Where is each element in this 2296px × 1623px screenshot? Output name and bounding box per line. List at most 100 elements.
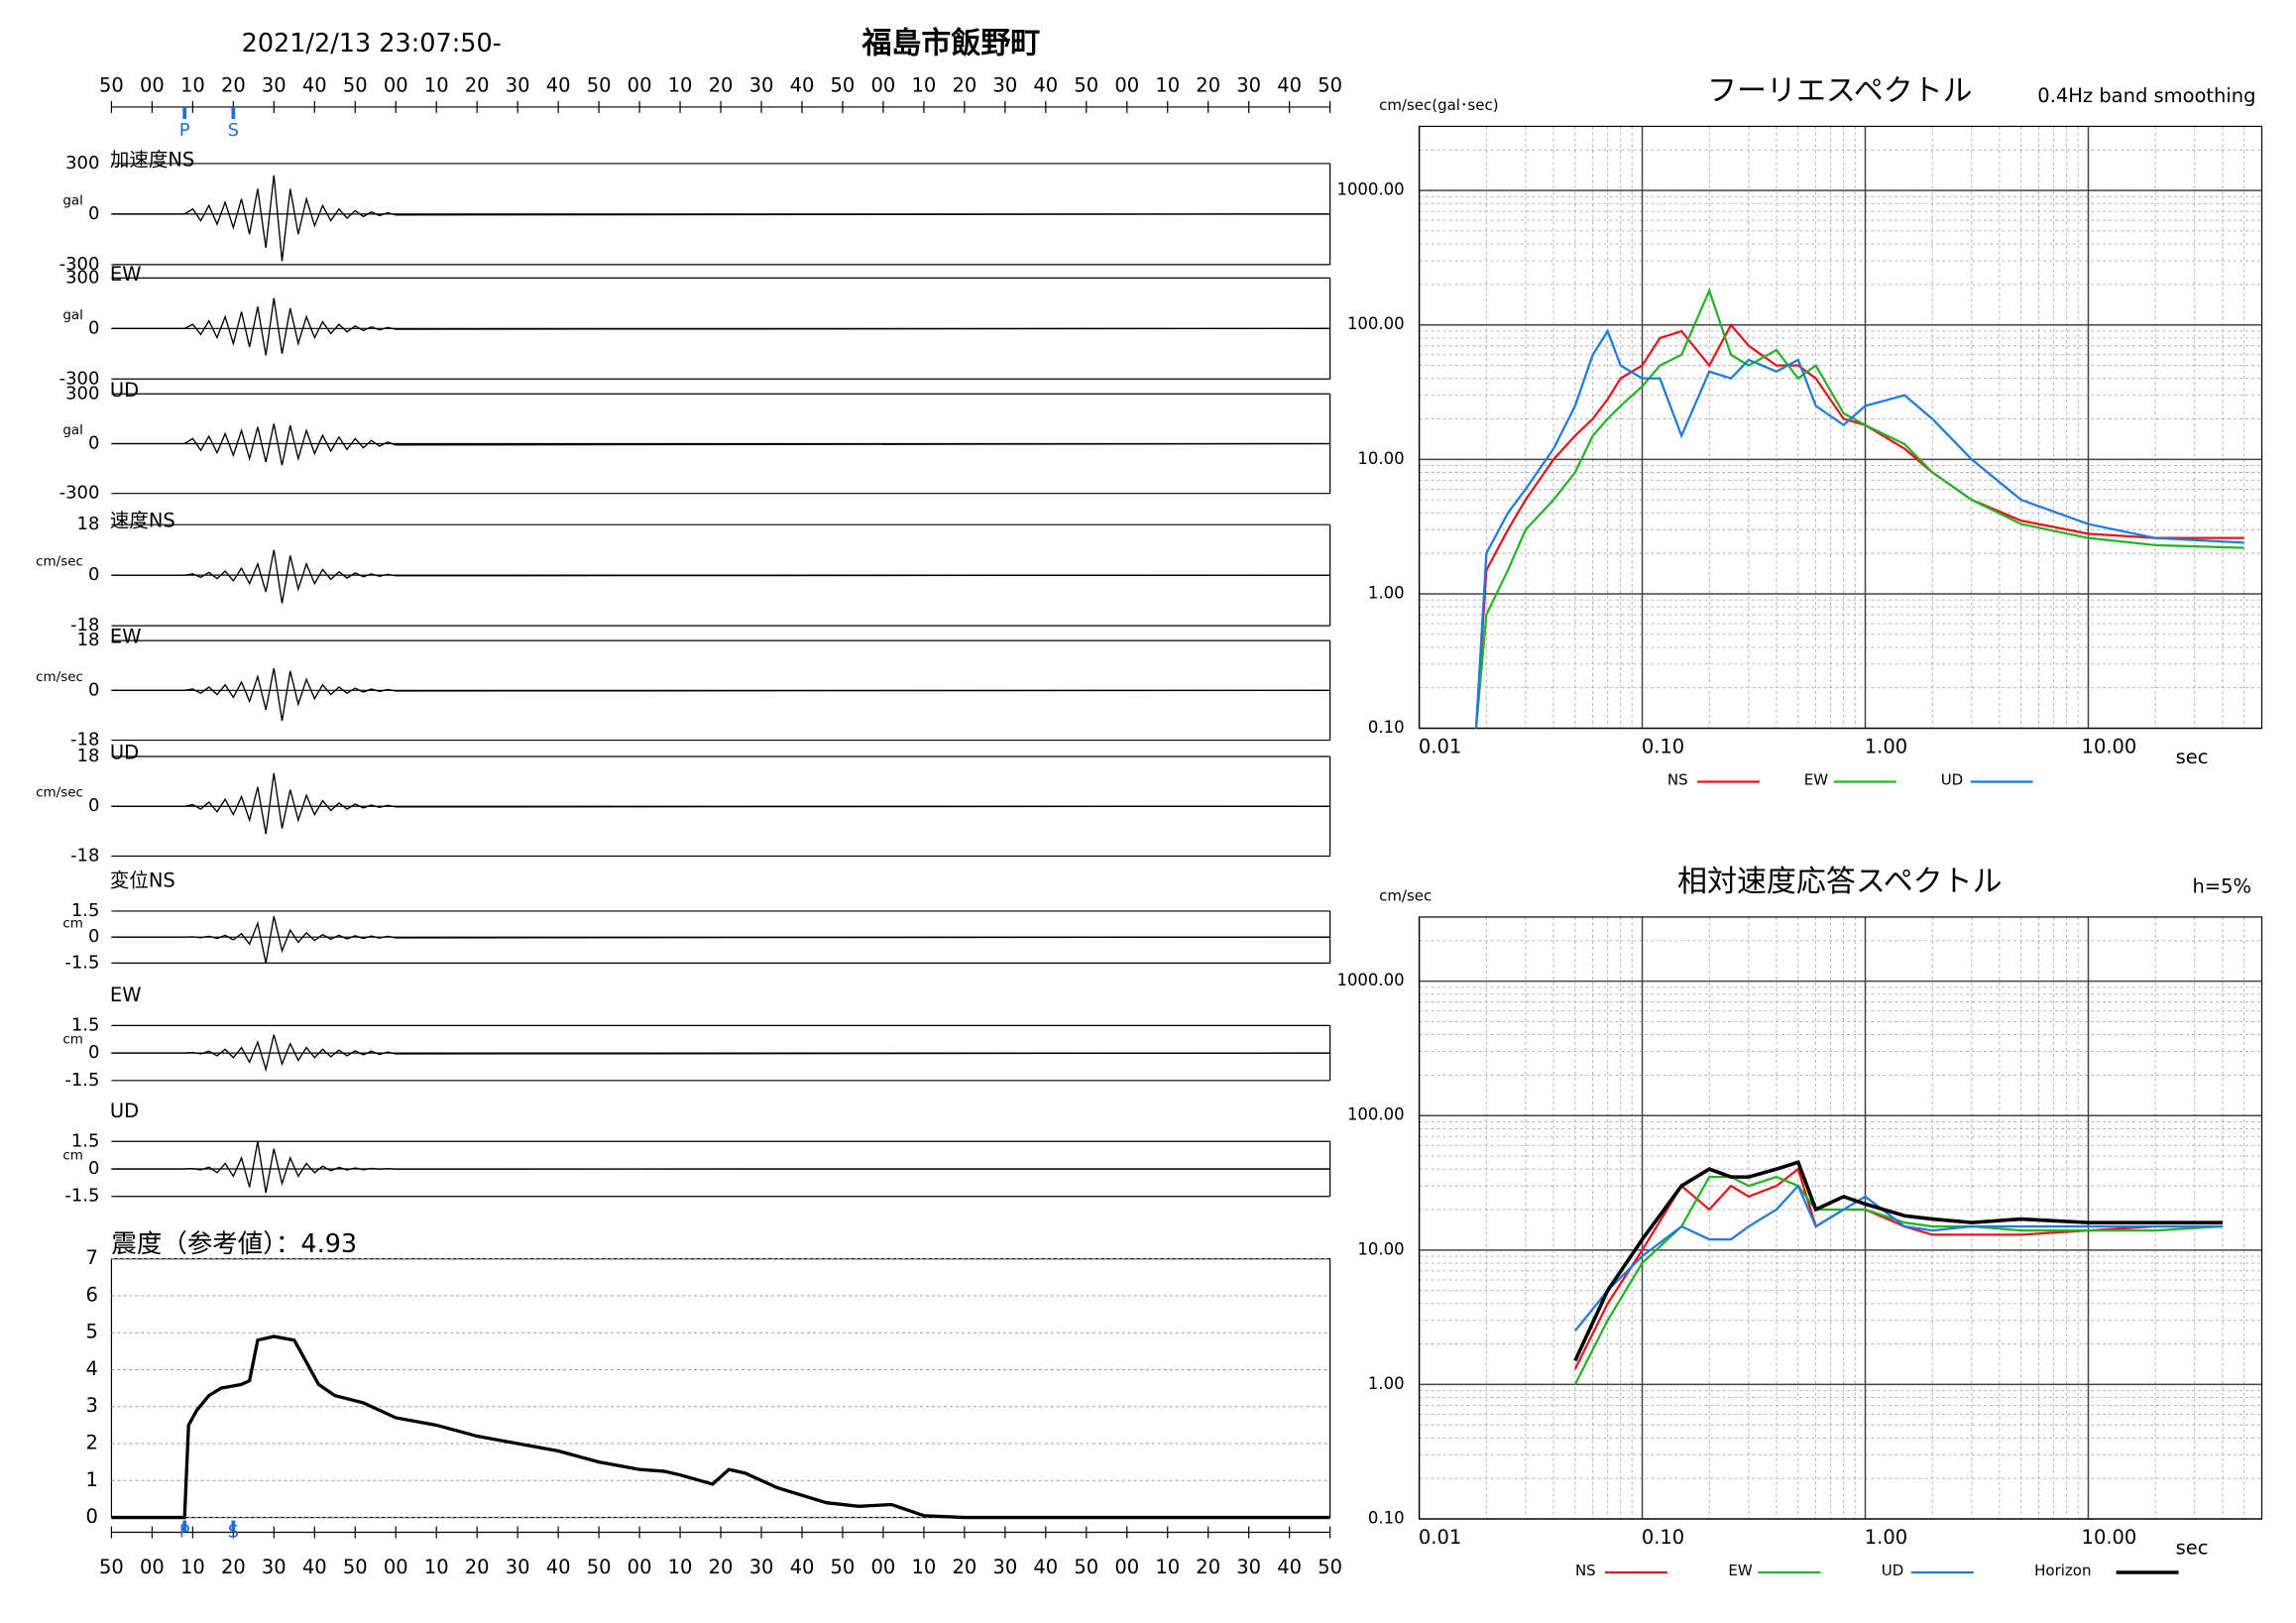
station-name: 福島市飯野町 <box>861 27 1040 61</box>
response-title: 相対速度応答スペクトル <box>1677 865 2003 899</box>
legend-label: NS <box>1575 1562 1596 1579</box>
x-tick-label: 50 <box>343 73 368 96</box>
x-tick-label: 20 <box>952 1556 976 1578</box>
y-tick-label: -300 <box>59 254 100 275</box>
x-tick-label: 00 <box>628 73 652 96</box>
unit-label: cm/sec <box>36 785 83 801</box>
unit-label: cm <box>62 916 83 932</box>
waveform-trace <box>111 549 1330 604</box>
legend-label: EW <box>1728 1562 1752 1579</box>
y-tick-label: 1.5 <box>71 1014 100 1035</box>
x-tick-label: 40 <box>1277 73 1302 96</box>
x-tick-label: 0.01 <box>1419 1526 1461 1549</box>
y-tick-label: 18 <box>77 514 100 534</box>
x-tick-label: 10 <box>1155 73 1180 96</box>
unit-label: gal <box>62 307 83 323</box>
fourier-x-label: sec <box>2176 746 2209 768</box>
response-x-label: sec <box>2176 1537 2209 1560</box>
x-tick-label: 50 <box>587 1556 612 1578</box>
panel-label: UD <box>110 742 139 764</box>
x-tick-label: 30 <box>1236 1556 1261 1578</box>
y-tick-label: 2 <box>86 1432 98 1454</box>
x-tick-label: 30 <box>262 73 287 96</box>
x-tick-label: 40 <box>302 1556 327 1578</box>
y-tick-label: -18 <box>70 615 99 636</box>
x-tick-label: 0.01 <box>1419 736 1461 758</box>
fourier-subtitle: 0.4Hz band smoothing <box>2037 84 2255 107</box>
phase-label: P <box>179 120 190 141</box>
y-tick-label: 1.5 <box>71 1130 100 1151</box>
panel-label: EW <box>110 626 142 648</box>
unit-label: cm <box>62 1148 83 1164</box>
x-tick-label: 10 <box>424 73 449 96</box>
unit-label: gal <box>62 422 83 438</box>
x-tick-label: 00 <box>140 1556 165 1578</box>
x-tick-label: 50 <box>1318 1556 1342 1578</box>
x-tick-label: 40 <box>1033 1556 1058 1578</box>
unit-label: gal <box>62 192 83 208</box>
panel-label: 加速度NS <box>110 148 194 171</box>
waveform-trace <box>111 667 1330 722</box>
phase-label: P <box>179 1522 190 1543</box>
panel-label: EW <box>110 263 142 286</box>
fourier-title: フーリエスペクトル <box>1707 73 1973 108</box>
y-tick-label: 10.00 <box>1357 449 1404 468</box>
x-tick-label: 40 <box>546 1556 571 1578</box>
x-tick-label: 30 <box>749 73 774 96</box>
panel-label: 速度NS <box>110 510 175 532</box>
y-tick-label: 1000.00 <box>1336 971 1404 989</box>
x-tick-label: 10 <box>668 1556 693 1578</box>
fourier-unit: cm/sec(gal･sec) <box>1379 96 1498 114</box>
x-tick-label: 0.10 <box>1642 1526 1684 1549</box>
x-tick-label: 40 <box>1277 1556 1302 1578</box>
legend-label: UD <box>1941 771 1964 789</box>
y-tick-label: 4 <box>86 1357 98 1380</box>
x-tick-label: 00 <box>1114 73 1139 96</box>
x-tick-label: 20 <box>709 73 734 96</box>
y-tick-label: 0 <box>88 203 99 224</box>
y-tick-label: -18 <box>70 730 99 751</box>
x-tick-label: 30 <box>992 73 1017 96</box>
x-tick-label: 10.00 <box>2082 1526 2137 1549</box>
x-tick-label: 10 <box>912 1556 937 1578</box>
spectrum-line <box>1474 287 2244 729</box>
x-tick-label: 20 <box>221 73 246 96</box>
x-tick-label: 50 <box>1074 1556 1098 1578</box>
y-tick-label: 0 <box>88 679 99 700</box>
waveform-trace <box>111 423 1330 466</box>
x-tick-label: 10 <box>424 1556 449 1578</box>
x-tick-label: 50 <box>1318 73 1342 96</box>
waveform-trace <box>111 916 1330 964</box>
legend-label: Horizon <box>2034 1562 2091 1579</box>
x-tick-label: 00 <box>871 1556 896 1578</box>
x-tick-label: 10 <box>912 73 937 96</box>
y-tick-label: 1.00 <box>1368 1374 1405 1393</box>
response-unit: cm/sec <box>1379 886 1432 904</box>
y-tick-label: 0 <box>88 564 99 585</box>
plot-frame <box>1418 916 2263 1520</box>
y-tick-label: 1.5 <box>71 900 100 921</box>
y-tick-label: 300 <box>65 267 99 288</box>
x-tick-label: 30 <box>1236 73 1261 96</box>
phase-label: S <box>228 1522 239 1543</box>
x-tick-label: 10.00 <box>2082 736 2137 758</box>
y-tick-label: 1.00 <box>1368 583 1405 602</box>
y-tick-label: 0 <box>88 317 99 338</box>
y-tick-label: 0 <box>86 1505 98 1528</box>
x-tick-label: 40 <box>790 73 815 96</box>
x-tick-label: 00 <box>871 73 896 96</box>
x-tick-label: 10 <box>180 1556 205 1578</box>
y-tick-label: 0 <box>88 795 99 816</box>
x-tick-label: 00 <box>140 73 165 96</box>
x-tick-label: 30 <box>506 1556 530 1578</box>
y-tick-label: -300 <box>59 483 100 504</box>
x-tick-label: 50 <box>99 1556 124 1578</box>
y-tick-label: 1000.00 <box>1336 180 1404 199</box>
phase-label: S <box>228 120 239 141</box>
y-tick-label: 6 <box>86 1283 98 1306</box>
response-subtitle: h=5% <box>2192 874 2251 897</box>
y-tick-label: 10.00 <box>1357 1239 1404 1258</box>
x-tick-label: 50 <box>587 73 612 96</box>
